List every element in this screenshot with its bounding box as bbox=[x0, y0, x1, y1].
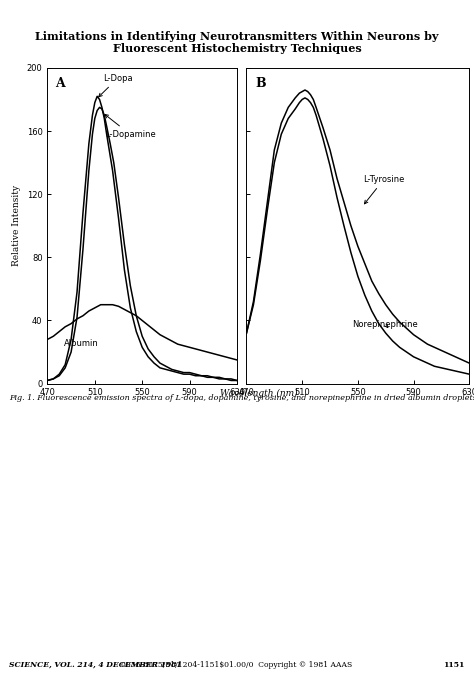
Text: Wavelength (nm): Wavelength (nm) bbox=[219, 388, 297, 397]
Text: Fig. 1. Fluorescence emission spectra of L-dopa, dopamine, tyrosine, and norepin: Fig. 1. Fluorescence emission spectra of… bbox=[9, 394, 474, 402]
Y-axis label: Relative Intensity: Relative Intensity bbox=[12, 185, 21, 266]
Text: B: B bbox=[255, 77, 266, 90]
Text: Limitations in Identifying Neurotransmitters Within Neurons by: Limitations in Identifying Neurotransmit… bbox=[35, 31, 439, 41]
Text: A: A bbox=[55, 77, 65, 90]
Text: Norepinephrine: Norepinephrine bbox=[352, 320, 418, 329]
Text: L-Dopa: L-Dopa bbox=[99, 73, 133, 97]
Text: 0036-8075/81/1204-1151$01.00/0  Copyright © 1981 AAAS: 0036-8075/81/1204-1151$01.00/0 Copyright… bbox=[121, 661, 353, 669]
Text: SCIENCE, VOL. 214, 4 DECEMBER 1981: SCIENCE, VOL. 214, 4 DECEMBER 1981 bbox=[9, 661, 182, 669]
Text: L-Tyrosine: L-Tyrosine bbox=[364, 175, 405, 204]
Text: Fluorescent Histochemistry Techniques: Fluorescent Histochemistry Techniques bbox=[113, 43, 361, 54]
Text: Albumin: Albumin bbox=[64, 339, 99, 348]
Text: L-Dopamine: L-Dopamine bbox=[105, 115, 156, 139]
Text: 1151: 1151 bbox=[443, 661, 465, 669]
